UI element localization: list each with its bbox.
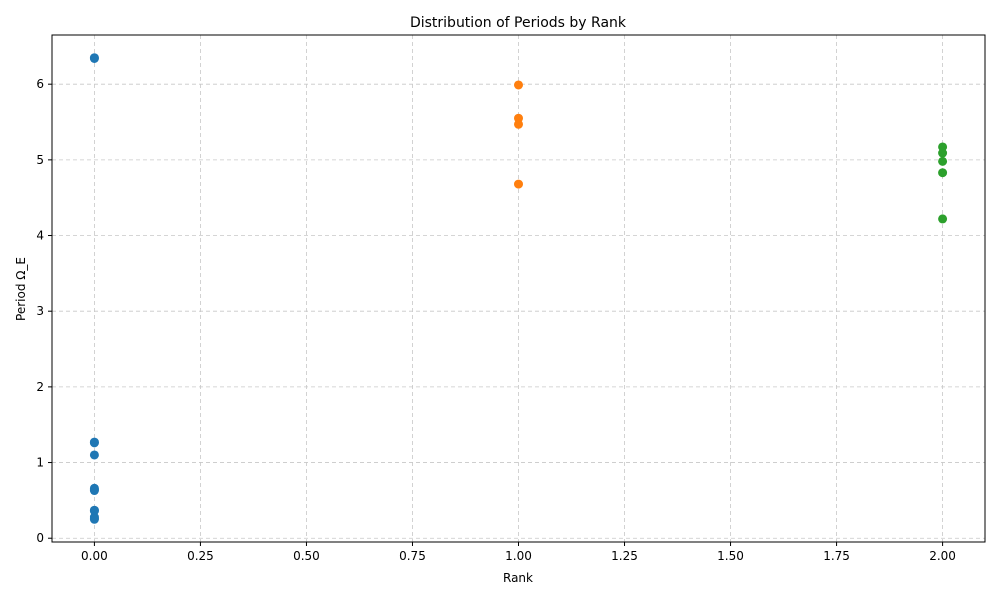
x-tick-label: 0.75 (399, 549, 426, 563)
y-tick-label: 2 (36, 380, 44, 394)
data-point-series-0 (89, 486, 99, 496)
y-tick-label: 6 (36, 77, 44, 91)
points-layer (89, 53, 948, 524)
data-point-series-2 (938, 214, 948, 224)
x-tick-label: 1.25 (611, 549, 638, 563)
y-tick-label: 0 (36, 531, 44, 545)
data-point-series-1 (514, 119, 523, 129)
y-axis-label: Period Ω_E (14, 257, 28, 321)
x-tick-label: 0.00 (81, 549, 108, 563)
data-point-series-1 (514, 179, 523, 189)
x-tick-label: 0.50 (293, 549, 320, 563)
data-point-series-2 (938, 156, 948, 166)
x-tick-label: 2.00 (929, 549, 956, 563)
data-point-series-1 (514, 80, 523, 90)
data-point-series-0 (89, 438, 99, 448)
grid-layer (52, 35, 985, 542)
data-point-series-0 (89, 514, 99, 524)
x-tick-label: 1.75 (823, 549, 850, 563)
x-tick-label: 1.00 (505, 549, 532, 563)
data-point-series-0 (89, 450, 99, 460)
y-tick-label: 3 (36, 304, 44, 318)
x-tick-label: 0.25 (187, 549, 214, 563)
y-tick-label: 1 (36, 456, 44, 470)
y-tick-label: 5 (36, 153, 44, 167)
ticks-layer: 0.00 0.25 0.50 0.75 1.00 1.25 1.50 1.75 2.00 0 1 2 3… (36, 77, 956, 563)
x-tick-label: 1.50 (717, 549, 744, 563)
y-tick-label: 4 (36, 229, 44, 243)
data-point-series-0 (89, 53, 99, 63)
chart-title: Distribution of Periods by Rank (410, 15, 627, 31)
data-point-series-2 (938, 148, 948, 158)
data-point-series-2 (938, 168, 948, 178)
x-axis-label: Rank (503, 571, 533, 585)
